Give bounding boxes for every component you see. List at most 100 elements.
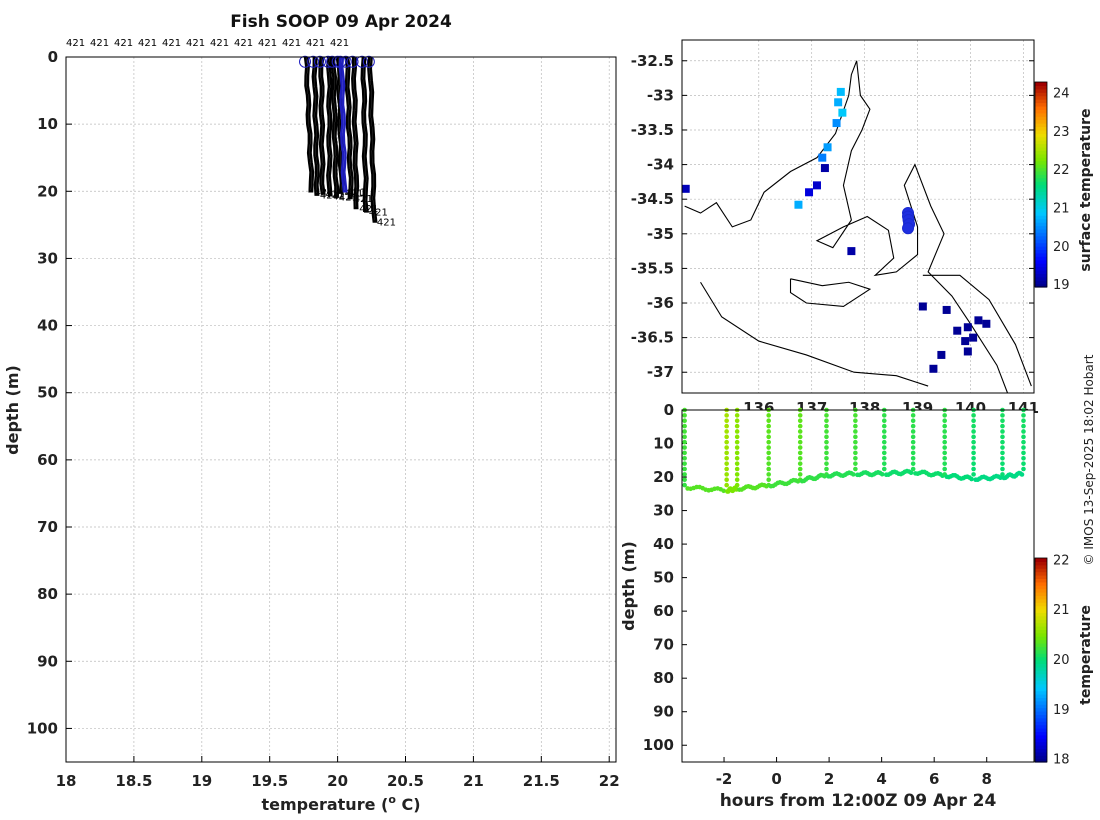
map-colorbar-segment — [1035, 242, 1047, 247]
section-sample — [797, 466, 803, 472]
section-sample — [682, 423, 687, 429]
map-colorbar-segment — [1035, 276, 1047, 281]
map-sst-cell — [953, 326, 962, 335]
section-sample — [1000, 418, 1005, 424]
map-sst-cell — [969, 333, 978, 342]
section-colorbar-segment — [1035, 748, 1047, 753]
map-sst-cell — [963, 323, 972, 332]
map-colorbar-segment — [1035, 85, 1047, 90]
section-chart: -2 0 2 4 6 801020304050607080901001819202122t… — [619, 401, 1094, 811]
profile-x-tick-label: 21.5 — [523, 772, 560, 790]
map-colorbar-segment — [1035, 102, 1047, 107]
section-sample — [824, 439, 829, 445]
profile-top-label: 421 — [282, 38, 301, 49]
profile-y-tick-label: 40 — [37, 317, 58, 335]
section-colorbar-segment — [1035, 588, 1047, 593]
profile-start-marker — [313, 55, 326, 68]
section-sample — [724, 466, 729, 472]
section-sample — [1000, 413, 1005, 418]
profile-frame — [65, 56, 617, 763]
section-sample — [734, 434, 740, 440]
map-coastline — [700, 281, 929, 387]
map-sst-cell — [847, 247, 856, 256]
section-sample — [1000, 429, 1005, 434]
section-sample — [734, 450, 740, 456]
section-sample — [853, 423, 858, 429]
section-colorbar-segment — [1035, 581, 1047, 586]
section-colorbar-segment — [1035, 629, 1047, 634]
section-sample — [853, 439, 858, 445]
section-sample — [971, 434, 976, 440]
map-colorbar-segment — [1035, 246, 1047, 251]
map-sst-cell — [834, 98, 843, 107]
section-sample — [908, 470, 914, 476]
section-sample — [910, 455, 916, 461]
section-colorbar-segment — [1035, 666, 1047, 671]
section-colorbar-tick-label: 18 — [1053, 753, 1070, 768]
section-sample — [1000, 472, 1005, 477]
section-colorbar-segment — [1035, 578, 1047, 583]
section-sample — [682, 472, 687, 477]
section-sample — [724, 434, 729, 440]
section-sample — [942, 418, 947, 424]
section-colorbar-segment — [1035, 677, 1047, 681]
section-colorbar-segment — [1035, 564, 1047, 569]
section-sample — [1000, 450, 1005, 456]
section-plot-area — [682, 410, 1034, 762]
section-sample — [797, 423, 803, 429]
map-colorbar-segment — [1035, 218, 1047, 223]
section-sample — [724, 445, 729, 450]
section-colorbar-segment — [1035, 656, 1047, 661]
section-sample — [853, 466, 858, 472]
map-lat-tick-label: -36.5 — [631, 329, 674, 347]
section-sample — [1000, 423, 1005, 429]
section-sample — [1021, 423, 1026, 429]
section-sample — [942, 413, 947, 418]
section-sample — [971, 429, 976, 434]
map-colorbar-segment — [1035, 205, 1047, 210]
map-coastline — [789, 278, 872, 308]
section-sample — [824, 455, 829, 461]
profile-top-label: 421 — [114, 38, 133, 49]
section-sample — [724, 439, 729, 445]
section-sample — [682, 413, 687, 418]
map-colorbar-segment — [1035, 215, 1047, 220]
map-colorbar-segment — [1035, 160, 1047, 165]
section-sample — [682, 477, 687, 483]
section-colorbar-frame — [1034, 557, 1048, 763]
map-colorbar-segment — [1035, 129, 1047, 134]
profile-y-tick-label: 20 — [37, 182, 58, 200]
section-sample — [1000, 434, 1005, 440]
section-colorbar-segment — [1035, 585, 1047, 590]
section-sample — [682, 482, 687, 488]
map-sst-cell — [937, 350, 946, 359]
profile-y-tick-label: 50 — [37, 384, 58, 402]
section-colorbar-segment — [1035, 724, 1047, 729]
section-colorbar-tick-label: 21 — [1053, 603, 1070, 618]
section-sample — [1000, 466, 1005, 472]
map-sst-cell — [982, 319, 991, 328]
section-colorbar-segment — [1035, 758, 1047, 763]
section-sample — [910, 418, 916, 424]
map-colorbar-segment — [1035, 164, 1047, 169]
section-sample — [824, 450, 829, 456]
section-colorbar-segment — [1035, 687, 1047, 692]
section-colorbar-segment — [1035, 595, 1047, 600]
section-sample — [910, 413, 916, 418]
map-colorbar-segment — [1035, 211, 1047, 216]
map-colorbar-segment — [1035, 225, 1047, 230]
section-sample — [824, 418, 829, 424]
section-sample — [971, 466, 976, 472]
section-sample — [881, 413, 887, 418]
map-lat-tick-label: -33 — [647, 86, 674, 104]
section-sample — [1021, 413, 1026, 418]
section-sample — [1021, 434, 1026, 440]
map-colorbar-tick-label: 21 — [1053, 201, 1070, 216]
map-sst-cell — [681, 184, 690, 193]
section-sample — [881, 445, 887, 450]
section-sample — [971, 423, 976, 429]
profile-top-label: 421 — [210, 38, 229, 49]
section-colorbar-segment — [1035, 602, 1047, 607]
map-colorbar-segment — [1035, 112, 1047, 117]
section-colorbar-segment — [1035, 731, 1047, 736]
